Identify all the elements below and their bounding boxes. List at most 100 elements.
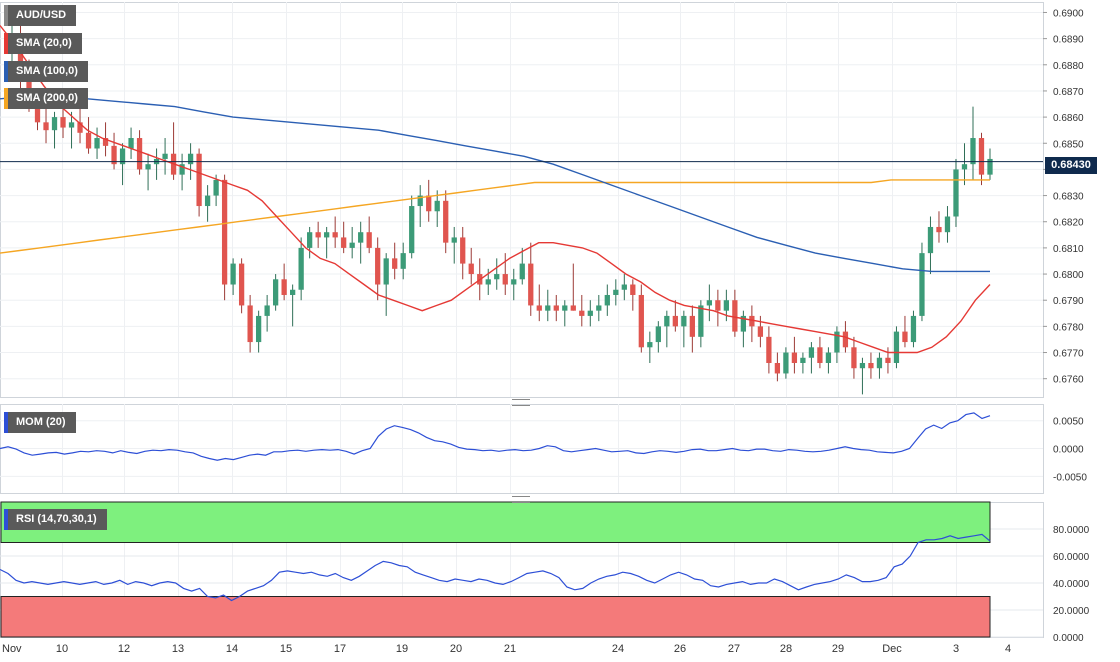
legend-mom[interactable]: MOM (20)	[4, 412, 76, 433]
price-tick-label: 0.6780	[1053, 322, 1084, 333]
candle-down	[757, 326, 764, 337]
candle-up	[723, 300, 730, 311]
candle-up	[298, 247, 304, 290]
candle-up	[613, 289, 619, 295]
rsi-tick-label: 60.0000	[1053, 552, 1090, 563]
candle-down	[502, 274, 508, 285]
candle-down	[341, 237, 347, 248]
x-tick-label: 14	[226, 643, 238, 655]
x-tick-label: 13	[172, 643, 184, 655]
candle-down	[332, 232, 338, 238]
candle-up	[808, 347, 815, 358]
price-tick-label: 0.6900	[1053, 8, 1084, 19]
symbol-label: AUD/USD	[16, 9, 67, 21]
legend-sma20[interactable]: SMA (20,0)	[4, 33, 82, 54]
candle-up	[919, 253, 925, 316]
x-tick-label: 28	[780, 643, 792, 655]
rsi-tick-label: 20.0000	[1053, 606, 1090, 617]
current-price-tag: 0.68430	[1045, 157, 1097, 174]
candle-up	[604, 294, 610, 306]
x-tick-label: 21	[504, 643, 516, 655]
candle-down	[885, 357, 891, 363]
price-tick-label: 0.6860	[1053, 113, 1084, 124]
candle-down	[221, 179, 228, 285]
candle-up	[204, 195, 211, 207]
candle-down	[238, 263, 245, 306]
sma200-swatch	[4, 88, 8, 109]
candle-up	[681, 315, 687, 327]
mom-line	[0, 412, 991, 461]
x-tick-label: 20	[450, 643, 462, 655]
price-panel-frame	[0, 2, 1044, 398]
candle-up	[485, 279, 491, 285]
candle-down	[978, 138, 985, 175]
candle-up	[417, 195, 423, 207]
candle-down	[936, 226, 942, 233]
legend-symbol[interactable]: AUD/USD	[4, 5, 77, 26]
legend-sma100[interactable]: SMA (100,0)	[4, 61, 88, 82]
panel-resize-handle-rsi[interactable]	[512, 496, 530, 503]
x-tick-label: Dec	[882, 643, 902, 655]
rsi-oversold-band	[0, 596, 991, 638]
candle-down	[43, 122, 49, 131]
candle-up	[655, 326, 661, 343]
x-tick-label: 17	[334, 643, 346, 655]
candle-up	[970, 138, 976, 165]
candle-down	[77, 122, 83, 133]
candle-down	[102, 138, 109, 146]
candle-down	[460, 237, 466, 264]
candle-up	[349, 242, 355, 248]
sma100-label: SMA (100,0)	[16, 65, 78, 77]
candle-down	[766, 336, 772, 363]
candle-up	[987, 158, 993, 175]
candle-down	[60, 117, 66, 128]
rsi-line	[0, 533, 991, 602]
candle-up	[383, 258, 389, 285]
candle-down	[791, 352, 798, 363]
candle-up	[179, 164, 185, 175]
candle-up	[834, 331, 840, 353]
mom-tick-label: -0.0050	[1053, 472, 1087, 483]
candle-up	[213, 179, 219, 196]
legend-sma200[interactable]: SMA (200,0)	[4, 88, 88, 109]
candle-down	[366, 232, 372, 248]
x-tick-label: 15	[280, 643, 292, 655]
price-tick-label: 0.6850	[1053, 139, 1084, 150]
candle-up	[706, 300, 712, 306]
mom-swatch	[4, 412, 8, 433]
candle-down	[749, 315, 755, 327]
price-tick-label: 0.6790	[1053, 296, 1084, 307]
x-tick-label: 4	[1005, 643, 1011, 655]
axis-labels: Nov 10 12 13 14 15 17 19 20 21 24 26 27 28 29 Dec 3 4 0.69…	[2, 8, 1090, 655]
rsi-tick-label: 80.0000	[1053, 525, 1090, 536]
candle-down	[392, 258, 398, 269]
x-tick-label: 29	[832, 643, 844, 655]
candle-down	[570, 305, 576, 311]
candle-up	[740, 315, 747, 332]
candle-up	[783, 352, 789, 374]
x-tick-label: 24	[612, 643, 624, 655]
candle-down	[842, 331, 849, 348]
candle-up	[545, 305, 551, 311]
candle-up	[910, 315, 917, 343]
candle-down	[536, 305, 542, 311]
candle-up	[876, 357, 883, 369]
panel-resize-handle-mom[interactable]	[512, 399, 530, 406]
rsi-swatch	[4, 509, 8, 530]
rsi-label: RSI (14,70,30,1)	[16, 513, 97, 525]
candle-up	[587, 310, 593, 316]
candle-down	[579, 310, 585, 316]
candle-up	[511, 279, 517, 285]
candle-down	[315, 232, 321, 238]
candle-up	[698, 305, 704, 337]
candle-up	[264, 305, 270, 316]
rsi-bands	[0, 501, 991, 638]
candle-up	[519, 263, 525, 280]
price-tick-label: 0.6890	[1053, 35, 1084, 46]
indicator-lines	[0, 412, 991, 602]
candle-up	[145, 164, 151, 170]
candle-down	[17, 38, 24, 81]
candle-up	[119, 148, 126, 165]
sma-lines	[0, 25, 991, 354]
legend-rsi[interactable]: RSI (14,70,30,1)	[4, 509, 107, 530]
